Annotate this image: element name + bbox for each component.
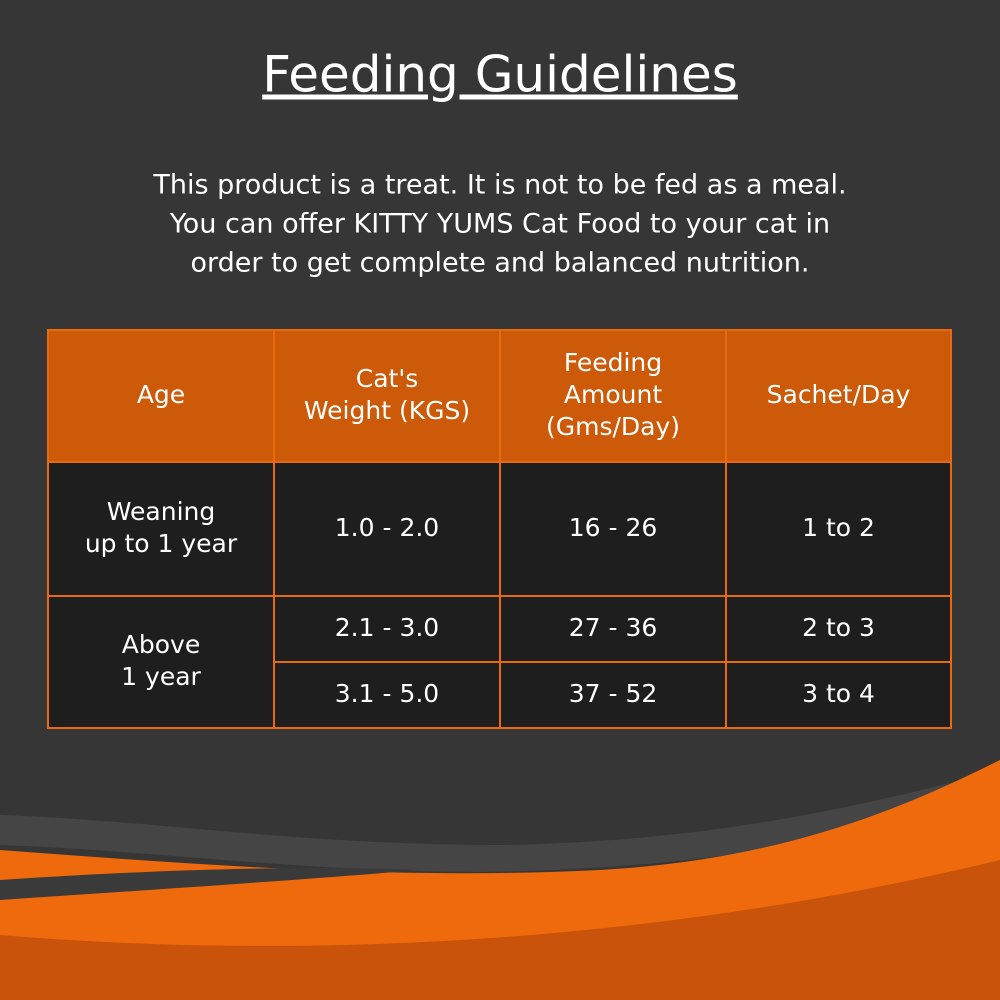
header-cell: Age [137,380,185,409]
brush-streak [0,868,420,900]
intro-line: This product is a treat. It is not to be… [152,170,846,201]
title: Feeding Guidelines [262,46,738,104]
brush-streak [0,770,1000,872]
body-cell: 37 - 52 [569,679,658,708]
body-cell: 27 - 36 [569,613,658,642]
header-cell: (Gms/Day) [546,412,680,441]
header-cell: Sachet/Day [767,380,911,409]
table-border [47,329,952,729]
body-cell: 3.1 - 5.0 [335,679,439,708]
body-cell: 1 to 2 [802,513,875,542]
body-cell: 16 - 26 [569,513,658,542]
body-cell: 3 to 4 [802,679,875,708]
body-cell: 2.1 - 3.0 [335,613,439,642]
header-cell: Feeding [564,348,662,377]
age-cell: 1 year [121,662,201,691]
intro-line: order to get complete and balanced nutri… [191,248,810,279]
intro-line: You can offer KITTY YUMS Cat Food to you… [169,209,830,240]
body-cell: 2 to 3 [802,613,875,642]
age-cell: Above [122,630,200,659]
orange-swoosh-dark [0,860,1000,1000]
body-cell: 1.0 - 2.0 [335,513,439,542]
age-cell: up to 1 year [85,529,238,558]
age-cell: Weaning [107,497,215,526]
header-cell: Cat's [356,364,418,393]
header-cell: Amount [564,380,662,409]
header-cell: Weight (KGS) [304,396,470,425]
